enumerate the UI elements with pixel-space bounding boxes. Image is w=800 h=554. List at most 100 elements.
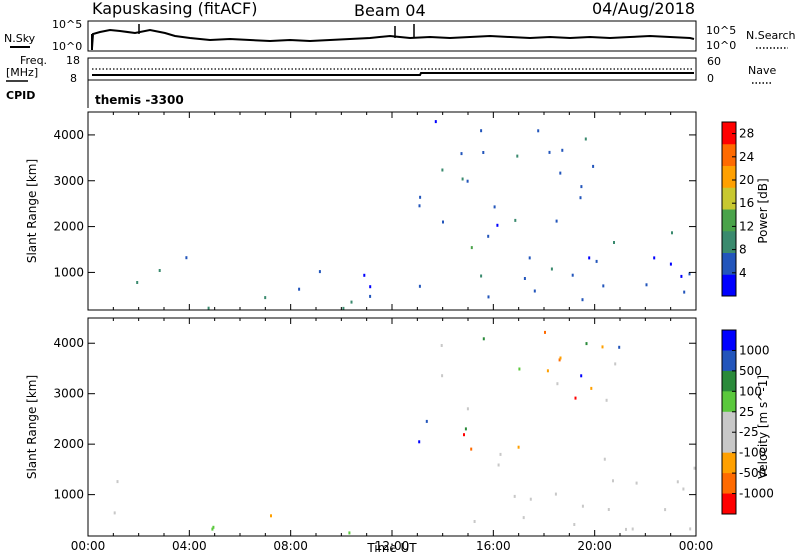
power-cell [298,287,301,291]
velocity-cell [529,497,532,501]
velocity-colorbar-segment [722,473,736,495]
velocity-cell [693,466,696,470]
sky-left-tick-top: 10^5 [52,18,82,31]
power-colorbar-label: Power [dB] [756,178,770,243]
power-cell [537,129,540,133]
power-cell [561,148,564,152]
freq-left-tick-top: 18 [66,54,80,67]
power-cell [559,171,562,175]
y-tick-label: 2000 [53,220,84,234]
power-cell [350,300,353,304]
power-y-ticks: 1000 2000 3000 4000 [53,128,696,279]
power-cell [493,205,496,209]
y-tick-label: 3000 [53,174,84,188]
power-cell [264,296,267,300]
power-cell [419,195,422,199]
y-tick-label: 4000 [53,336,84,350]
sky-right-tick-bottom: 10^0 [706,39,736,52]
power-colorbar-tick-label: 16 [739,196,754,210]
power-cell [613,241,615,244]
freq-right-tick-top: 60 [707,55,721,68]
velocity-colorbar-segment [722,452,736,474]
velocity-cell [605,398,608,402]
velocity-cell [466,407,469,411]
power-colorbar-segment [722,165,736,188]
power-cell [514,218,517,222]
velocity-colorbar-frame [721,329,737,515]
velocity-ylabel: Slant Range [km] [25,375,39,479]
power-cell [592,164,595,168]
power-cell [369,294,372,298]
power-cell [482,151,485,154]
sky-right-tick-top: 10^5 [706,24,736,37]
velocity-cell [585,342,588,346]
velocity-colorbar-segment [722,493,736,515]
power-cell [418,204,421,208]
velocity-cell [607,508,610,511]
power-colorbar-segment [722,143,736,166]
time-axis-label: Time UT [366,541,417,554]
power-cell [584,137,587,141]
velocity-colorbar-segment [722,391,736,413]
power-cell [480,274,483,278]
freq-label-line1: Freq. [20,54,47,67]
velocity-colorbar-segment [722,330,736,351]
power-colorbar-tick-label: 20 [739,173,754,187]
power-frame [87,111,697,311]
y-tick-label: 4000 [53,128,84,142]
power-cell [548,150,551,154]
velocity-cell [425,419,428,423]
cpid-row: CPID themis -3300 [6,80,184,108]
velocity-cell [635,481,638,485]
power-colorbar-segment [722,209,736,232]
power-cell [158,269,161,272]
power-ylabel: Slant Range [km] [25,159,39,263]
velocity-cell [470,447,473,451]
power-cell [528,256,531,260]
power-cell [680,274,683,278]
freq-panel: Freq. [MHz] 18 8 60 0 Nave [6,54,776,85]
velocity-cell [618,345,621,349]
power-cell [496,223,499,227]
velocity-cell [482,337,485,341]
velocity-colorbar-tick-label: 100 [739,384,762,398]
y-tick-label: 1000 [53,488,84,502]
velocity-y-ticks: 1000 2000 3000 4000 [53,336,696,502]
velocity-cell [418,440,421,444]
sky-left-tick-bottom: 10^0 [52,40,82,53]
velocity-cell [676,480,679,484]
velocity-cell [113,511,116,515]
power-colorbar-segment [722,122,736,145]
power-cell [516,154,519,158]
sky-panel-frame [87,20,697,52]
velocity-cell [546,369,549,373]
power-heatmap [136,120,691,310]
velocity-cell [497,463,500,467]
velocity-x-ticks: 00:00 04:00 08:00 12:00 16:00 20:00 00:00 [71,318,713,553]
freq-right-tick-bottom: 0 [707,72,714,85]
power-colorbar-segment [722,187,736,210]
velocity-colorbar-segment [722,370,736,392]
velocity-cell [463,433,465,437]
power-cell [579,196,582,200]
power-cell [550,267,553,271]
velocity-colorbar-segment [722,432,736,454]
power-colorbar-tick-label: 8 [739,243,747,257]
power-cell [136,281,139,284]
sky-right-label: N.Search [746,29,796,42]
velocity-cell [631,527,634,531]
power-colorbar-frame [721,121,737,297]
nave-label: Nave [748,64,776,77]
power-colorbar-tick-label: 12 [739,219,754,233]
power-cell [363,273,366,277]
power-cell [342,306,345,310]
velocity-colorbar-tick-label: 1000 [739,343,770,357]
velocity-cell [517,445,520,449]
velocity-cell [440,344,443,347]
power-cell [581,298,584,302]
freq-label-line2: [MHz] [6,66,38,79]
power-cell [318,270,321,274]
velocity-cell [601,345,604,349]
power-cell [480,129,483,133]
